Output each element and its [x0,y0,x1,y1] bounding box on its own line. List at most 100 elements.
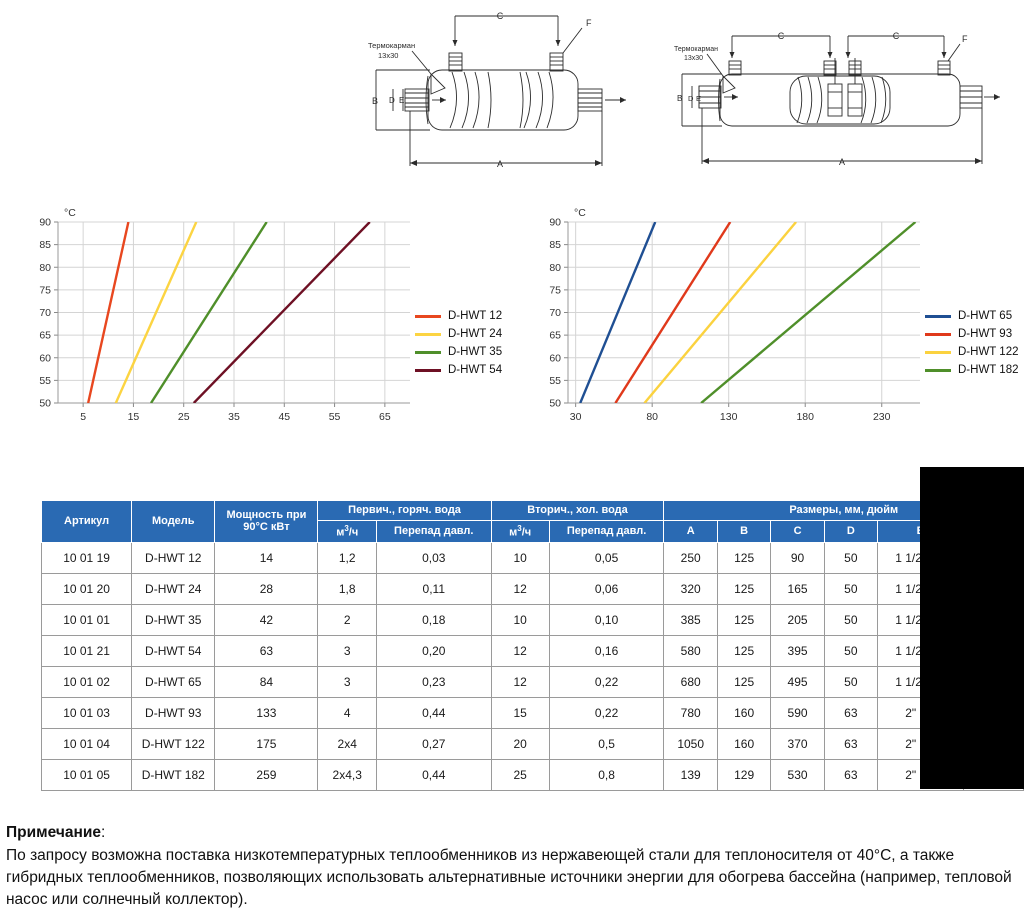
legend-swatch-icon [925,368,951,372]
y-tick-label: 70 [39,307,51,319]
black-overlay-region [920,467,1024,789]
y-tick-label: 50 [549,398,561,410]
dim-label-a: A [497,159,503,169]
cell-dim-b: 125 [716,665,772,698]
y-tick-label: 50 [39,398,51,410]
cell-dim-a: 680 [663,665,718,698]
series-line-d-hwt-93 [614,222,732,403]
cell-model: D-HWT 12 [131,541,216,574]
cell-dim-c: 205 [770,603,825,636]
technical-drawings-row: C F B D E A Термокарман 13х30 [0,0,1024,185]
cell-power: 133 [214,696,319,729]
cell-primary-dp: 0,44 [375,758,492,791]
y-tick-label: 80 [39,262,51,274]
y-tick-label: 70 [549,307,561,319]
legend-label: D-HWT 182 [958,364,1019,376]
y-tick-label: 85 [549,239,561,251]
table-row: 10 01 20 D-HWT 24 28 1,8 0,11 12 0,06 320 125 165… [40,572,1024,605]
legend-item: D-HWT 35 [415,343,502,361]
legend-swatch-icon [415,314,441,318]
note-title: Примечание [6,824,101,841]
cell-primary-flow: 1,2 [317,541,377,574]
y-tick-label: 55 [549,375,561,387]
drawing-double-pass: C C F B D E A Термокарман 13х30 [672,6,1002,181]
flow-unit-post: /ч [521,526,532,539]
cell-article: 10 01 03 [40,696,133,729]
cell-secondary-dp: 0,5 [548,727,665,760]
cell-dim-d: 50 [823,634,878,667]
dim-label-f: F [586,18,592,28]
x-tick-label: 35 [228,411,240,423]
note-block: Примечание: По запросу возможна поставка… [6,822,1018,911]
cell-article: 10 01 21 [40,634,133,667]
cell-dim-c: 590 [770,696,825,729]
x-tick-label: 25 [178,411,190,423]
cell-dim-d: 50 [823,572,878,605]
col-group-secondary: Вторич., хол. вода [490,500,665,521]
cell-dim-a: 1050 [663,727,718,760]
cell-secondary-flow: 15 [490,696,550,729]
cell-dim-c: 370 [770,727,825,760]
legend-swatch-icon [925,350,951,354]
x-tick-label: 230 [873,411,891,423]
cell-primary-dp: 0,20 [375,634,492,667]
legend-swatch-icon [925,314,951,318]
series-line-d-hwt-54 [192,222,371,403]
y-tick-label: 60 [39,352,51,364]
cell-article: 10 01 04 [40,727,133,760]
cell-dim-a: 320 [663,572,718,605]
cell-primary-flow: 3 [317,634,377,667]
thermowell-label: Термокарман [368,41,415,50]
col-header-secondary-dp: Перепад давл. [548,519,665,543]
cell-dim-d: 50 [823,665,878,698]
cell-article: 10 01 05 [40,758,133,791]
cell-dim-b: 125 [716,634,772,667]
cell-primary-dp: 0,23 [375,665,492,698]
x-tick-label: 80 [646,411,658,423]
cell-model: D-HWT 122 [131,727,216,760]
cell-model: D-HWT 35 [131,603,216,636]
table-header: Артикул Модель Мощность при 90°C кВт Пер… [40,500,1024,543]
cell-power: 14 [214,541,319,574]
cell-model: D-HWT 54 [131,634,216,667]
cell-model: D-HWT 65 [131,665,216,698]
x-tick-label: 55 [329,411,341,423]
dim-label-e: E [399,96,404,105]
cell-dim-c: 530 [770,758,825,791]
col-header-dim-c: C [770,519,825,543]
legend-label: D-HWT 35 [448,346,503,358]
y-tick-label: 75 [549,284,561,296]
cell-secondary-flow: 25 [490,758,550,791]
cell-dim-a: 780 [663,696,718,729]
y-tick-label: 75 [39,284,51,296]
cell-primary-flow: 4 [317,696,377,729]
flow-unit-sup: 3 [344,523,349,533]
legend-label: D-HWT 122 [958,346,1019,358]
cell-model: D-HWT 24 [131,572,216,605]
y-axis-unit-label: °C [64,207,76,219]
cell-dim-d: 63 [823,758,878,791]
cell-power: 28 [214,572,319,605]
series-line-d-hwt-35 [150,222,268,403]
cell-dim-a: 580 [663,634,718,667]
cell-primary-flow: 2 [317,603,377,636]
x-tick-label: 180 [796,411,814,423]
col-header-model: Модель [131,500,216,543]
legend-swatch-icon [415,350,441,354]
cell-dim-b: 160 [716,696,772,729]
table-row: 10 01 19 D-HWT 12 14 1,2 0,03 10 0,05 250 125 90 5… [40,541,1024,574]
y-tick-label: 55 [39,375,51,387]
cell-primary-dp: 0,03 [375,541,492,574]
legend-label: D-HWT 93 [958,328,1013,340]
cell-article: 10 01 01 [40,603,133,636]
note-body: По запросу возможна поставка низкотемпер… [6,847,1012,908]
y-tick-label: 65 [39,330,51,342]
cell-dim-d: 50 [823,541,878,574]
col-group-primary: Первич., горяч. вода [317,500,492,521]
single-pass-svg: C F B D E A Термокарман 13х30 [368,11,626,169]
double-pass-svg: C C F B D E A Термокарман 13х30 [674,31,1000,167]
y-axis-unit-label: °C [574,207,586,219]
dim-label-b: B [677,94,682,103]
